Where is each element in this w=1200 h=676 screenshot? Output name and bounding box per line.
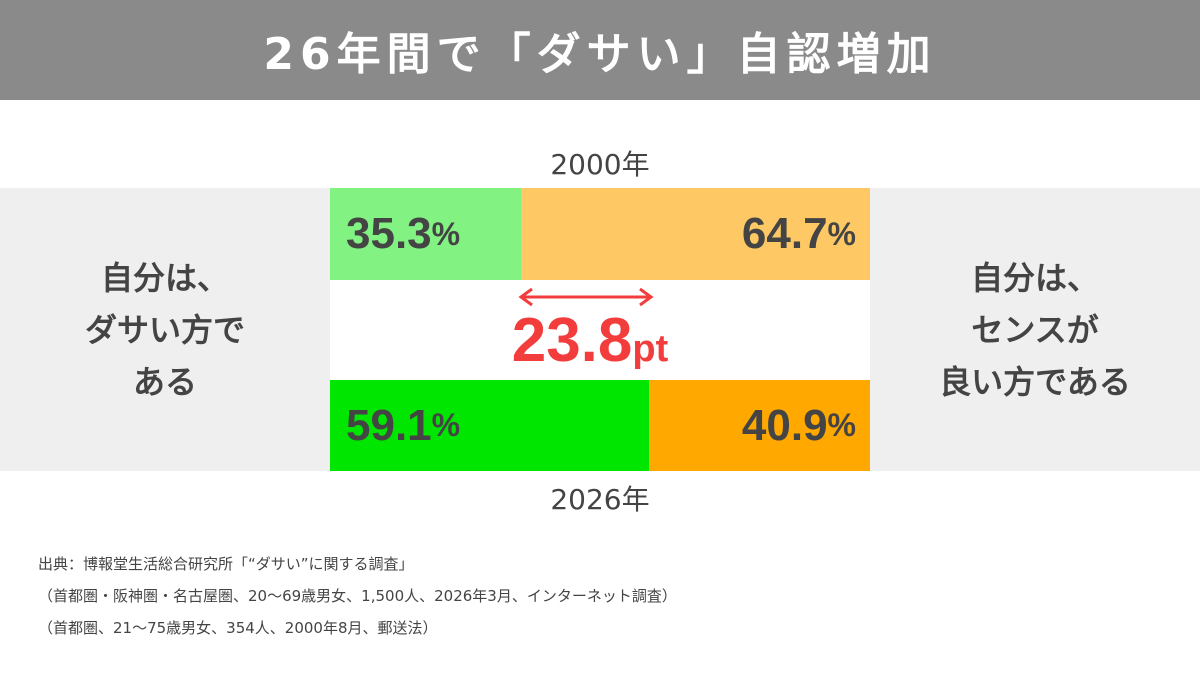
value-label: 59.1 xyxy=(346,400,432,450)
difference-value: 23.8 xyxy=(511,306,633,375)
bar-2026: 59.1% 40.9% xyxy=(330,380,870,471)
source-line-1: 出典：博報堂生活総合研究所「“ダサい”に関する調査」 xyxy=(38,555,414,573)
unit-label: % xyxy=(827,407,856,443)
bar-2000: 35.3% 64.7% xyxy=(330,188,870,280)
value-label: 40.9 xyxy=(741,400,828,450)
difference-unit: pt xyxy=(632,328,669,370)
left-category-label: 自分は、 ダサい方で ある xyxy=(84,258,245,401)
unit-label: % xyxy=(431,407,461,443)
bar-2000-dasai-segment: 35.3% xyxy=(330,188,521,280)
source-note: 出典：博報堂生活総合研究所「“ダサい”に関する調査」 （首都圏・阪神圏・名古屋圏… xyxy=(38,548,677,644)
bar-2000-sense-segment: 64.7% xyxy=(521,188,870,280)
source-line-2: （首都圏・阪神圏・名古屋圏、20～69歳男女、1,500人、2026年3月、イン… xyxy=(38,587,677,605)
unit-label: % xyxy=(431,215,461,252)
page-title: 26年間で「ダサい」自認増加 xyxy=(263,29,937,80)
source-line-3: （首都圏、21～75歳男女、354人、2000年8月、郵送法） xyxy=(38,619,438,637)
year-label-2000: 2000年 xyxy=(550,148,650,181)
difference-annotation: 23.8pt xyxy=(500,305,680,376)
unit-label: % xyxy=(827,215,856,252)
value-label: 64.7 xyxy=(741,209,828,258)
title-banner: 26年間で「ダサい」自認増加 xyxy=(0,0,1200,100)
bar-2026-sense-segment: 40.9% xyxy=(649,380,870,471)
bar-2026-dasai-segment: 59.1% xyxy=(330,380,649,471)
right-category-label: 自分は、 センスが 良い方である xyxy=(939,258,1131,401)
double-arrow-icon xyxy=(518,287,654,307)
value-label: 35.3 xyxy=(346,209,432,258)
year-label-2026: 2026年 xyxy=(550,483,650,516)
